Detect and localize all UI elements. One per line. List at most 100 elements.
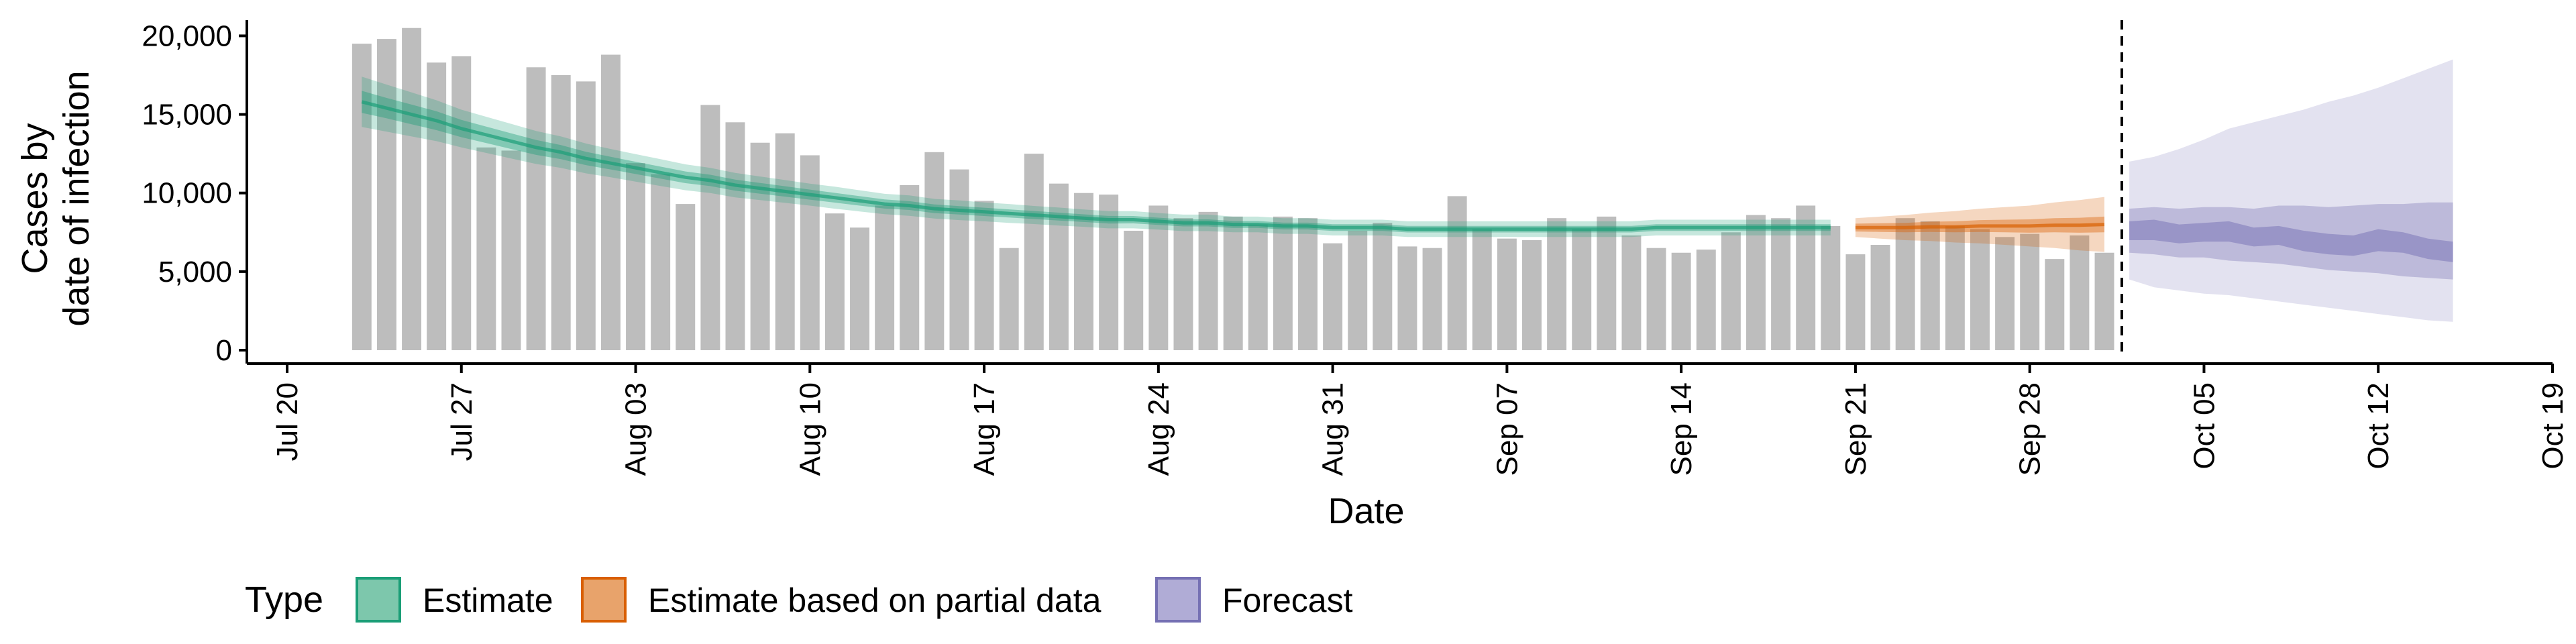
case-bar	[1298, 218, 1318, 350]
legend-label: Estimate based on partial data	[648, 582, 1102, 619]
case-bar	[1746, 215, 1766, 350]
case-bar	[1995, 237, 2015, 350]
case-bar	[402, 28, 422, 350]
case-bar	[1696, 250, 1716, 350]
case-bar	[775, 133, 795, 350]
case-bar	[1248, 224, 1268, 350]
case-bar	[1945, 225, 1965, 350]
case-bar	[1472, 229, 1492, 350]
case-bar	[850, 227, 870, 350]
y-tick-label: 10,000	[142, 177, 232, 210]
case-bar	[2070, 235, 2090, 350]
estimate-band-outer	[362, 76, 1831, 237]
case-bar	[1572, 229, 1592, 350]
case-bar	[1547, 218, 1567, 350]
case-bar	[1323, 243, 1343, 350]
x-tick-label: Aug 17	[968, 382, 1001, 476]
case-bar	[1721, 232, 1741, 350]
case-bar	[875, 205, 895, 350]
y-tick-label: 15,000	[142, 99, 232, 131]
case-bar	[1870, 245, 1890, 350]
case-bar	[1771, 218, 1791, 350]
case-bar	[1497, 238, 1517, 350]
case-bar	[1422, 248, 1442, 350]
y-axis-title-line: Cases by	[15, 123, 55, 274]
case-bar	[700, 105, 720, 350]
case-bar	[949, 169, 969, 351]
x-tick-label: Jul 20	[271, 382, 304, 461]
case-bar	[1970, 229, 1990, 350]
x-tick-label: Sep 21	[1839, 382, 1872, 476]
case-bar	[1796, 205, 1816, 350]
legend-swatch	[581, 577, 627, 623]
case-bar	[1148, 205, 1169, 350]
case-bar	[1049, 183, 1069, 350]
case-bar	[1198, 211, 1218, 350]
legend-swatch	[356, 577, 401, 623]
case-bar	[1895, 218, 1915, 350]
case-bar	[526, 67, 546, 351]
case-bar	[626, 163, 646, 350]
forecast-band-inner	[2129, 219, 2453, 262]
case-bar	[1920, 221, 1940, 350]
x-tick-label: Oct 05	[2188, 382, 2220, 470]
case-bar	[676, 204, 696, 350]
case-bar	[576, 81, 596, 350]
case-bar	[1621, 235, 1642, 350]
case-bar	[1845, 254, 1866, 350]
case-bar	[1024, 154, 1044, 350]
legend: Type Estimate Estimate based on partial da…	[245, 577, 1353, 623]
case-bar	[1124, 230, 1144, 350]
case-bar	[1646, 248, 1666, 350]
x-tick-label: Oct 12	[2362, 382, 2395, 470]
case-bar	[551, 75, 571, 350]
case-bar	[974, 201, 994, 350]
case-bar	[1373, 223, 1393, 350]
x-tick-label: Sep 07	[1491, 382, 1523, 476]
x-tick-label: Aug 03	[620, 382, 653, 476]
case-bar	[1447, 196, 1467, 350]
y-tick-label: 0	[216, 334, 232, 367]
legend-swatch	[1155, 577, 1201, 623]
x-tick-label: Oct 19	[2536, 382, 2569, 470]
x-tick-label: Aug 10	[794, 382, 826, 476]
y-axis-title-line: date of infection	[56, 70, 97, 326]
case-bar	[1348, 230, 1368, 350]
legend-label: Forecast	[1222, 582, 1353, 619]
y-axis-title: Cases bydate of infection	[15, 70, 97, 326]
case-bar	[651, 174, 671, 350]
case-bar	[376, 39, 396, 350]
partial-estimate-median-line	[1855, 223, 2105, 229]
case-bar	[1671, 252, 1691, 350]
case-bar	[1397, 246, 1417, 350]
case-bar	[1173, 218, 1193, 350]
forecast-band-outer	[2129, 59, 2453, 322]
case-bar	[1821, 225, 1841, 350]
y-tick-label: 5,000	[158, 256, 232, 288]
case-bar	[800, 155, 820, 350]
case-bar	[824, 213, 845, 350]
case-bar	[600, 54, 621, 351]
case-bar	[352, 44, 372, 351]
case-bar	[725, 122, 745, 351]
axes-layer: 0 5,000 10,000 15,000 20,000 Jul 20 Jul 27 Aug …	[15, 19, 2569, 531]
x-tick-label: Sep 28	[2014, 382, 2047, 476]
case-bar	[924, 152, 945, 351]
case-bar	[451, 56, 472, 350]
case-bar	[2020, 233, 2040, 350]
x-tick-label: Aug 31	[1317, 382, 1350, 476]
case-bar	[1597, 216, 1617, 350]
case-bar	[900, 185, 920, 350]
x-tick-label: Aug 24	[1142, 382, 1175, 476]
bands-layer	[361, 20, 2453, 353]
y-tick-label: 20,000	[142, 19, 232, 52]
case-bar	[1522, 240, 1542, 350]
case-bar	[2094, 252, 2114, 350]
legend-label: Estimate	[423, 582, 553, 619]
case-bar	[750, 142, 770, 350]
case-bar	[2045, 259, 2065, 350]
x-tick-label: Sep 14	[1665, 382, 1698, 476]
case-bar	[999, 248, 1019, 350]
